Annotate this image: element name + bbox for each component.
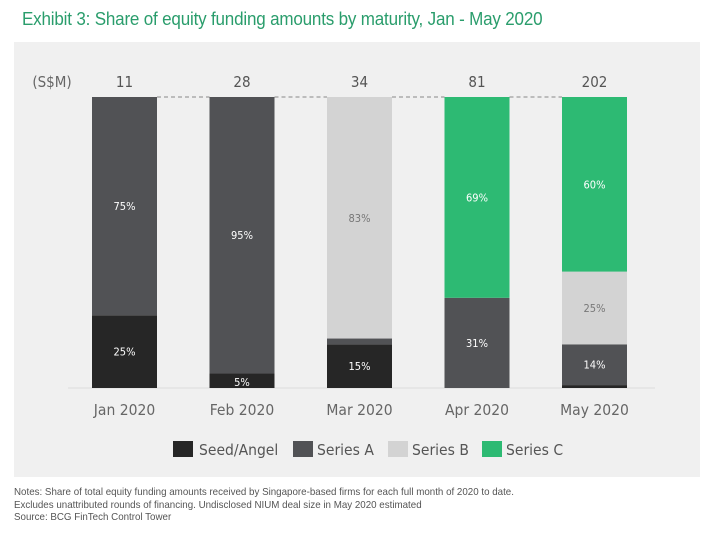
chart-notes: Notes: Share of total equity funding amo… bbox=[14, 486, 514, 524]
category-label: Apr 2020 bbox=[445, 401, 509, 419]
data-label: 5% bbox=[234, 376, 250, 389]
data-label: 75% bbox=[114, 200, 136, 213]
unit-label: (S$M) bbox=[32, 73, 71, 91]
bar-segment-series-b bbox=[562, 271, 627, 345]
bar-segment-series-a bbox=[444, 297, 510, 388]
total-label: 202 bbox=[582, 73, 608, 91]
notes-line-3: Source: BCG FinTech Control Tower bbox=[14, 511, 172, 523]
bar-segment-series-a bbox=[327, 338, 392, 345]
chart-title: Exhibit 3: Share of equity funding amoun… bbox=[22, 8, 543, 29]
bar-segment-series-b bbox=[327, 97, 392, 339]
data-label: 25% bbox=[114, 346, 136, 359]
notes-line-1: Notes: Share of total equity funding amo… bbox=[14, 486, 514, 498]
bar-segment-series-a bbox=[92, 97, 157, 316]
category-label: Jan 2020 bbox=[93, 401, 155, 419]
total-label: 11 bbox=[116, 73, 133, 91]
category-label: May 2020 bbox=[560, 401, 629, 419]
data-label: 60% bbox=[584, 178, 606, 191]
data-label: 14% bbox=[584, 359, 606, 372]
total-label: 28 bbox=[233, 73, 250, 91]
total-label: 34 bbox=[351, 73, 368, 91]
bar-segment-seed-angel bbox=[209, 373, 275, 388]
legend-swatch bbox=[388, 441, 408, 457]
category-label: Feb 2020 bbox=[210, 401, 275, 419]
total-label: 81 bbox=[468, 73, 485, 91]
bar-segment-series-c bbox=[562, 97, 627, 272]
legend-label: Series C bbox=[506, 441, 563, 459]
data-label: 15% bbox=[349, 360, 371, 373]
data-label: 25% bbox=[584, 302, 606, 315]
bar-segment-series-a bbox=[562, 344, 627, 386]
bar-segment-series-a bbox=[209, 97, 275, 374]
legend-swatch bbox=[173, 441, 193, 457]
data-label: 31% bbox=[466, 337, 488, 350]
data-label: 83% bbox=[349, 212, 371, 225]
notes-line-2: Excludes unattributed rounds of financin… bbox=[14, 498, 422, 511]
data-label: 95% bbox=[231, 229, 253, 242]
legend-label: Series A bbox=[317, 441, 374, 459]
legend-swatch bbox=[293, 441, 313, 457]
bar-segment-seed-angel bbox=[562, 385, 627, 388]
bar-segment-seed-angel bbox=[92, 315, 157, 388]
legend-swatch bbox=[482, 441, 502, 457]
legend-label: Seed/Angel bbox=[199, 441, 278, 459]
legend-label: Series B bbox=[412, 441, 469, 459]
bar-segment-seed-angel bbox=[327, 344, 392, 388]
data-label: 69% bbox=[466, 191, 488, 204]
category-label: Mar 2020 bbox=[326, 401, 392, 419]
bar-segment-series-c bbox=[444, 97, 510, 298]
